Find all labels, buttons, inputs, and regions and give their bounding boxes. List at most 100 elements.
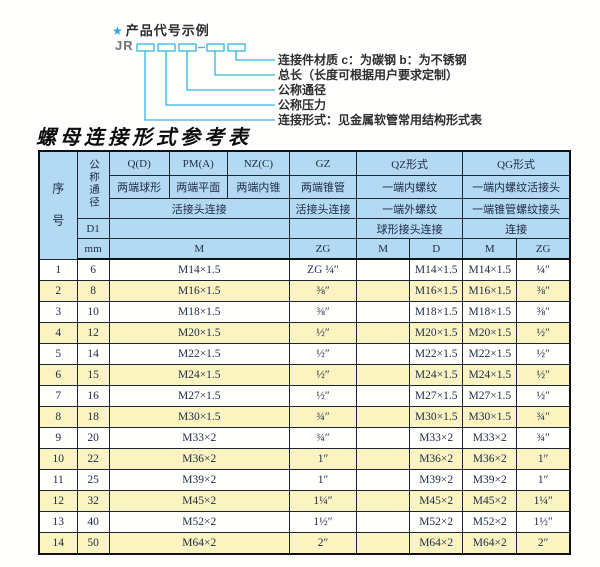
cell-m: M52×2 bbox=[108, 511, 290, 533]
table-row: 1 6 M14×1.5 ZG ¼″ M14×1.5 M14×1.5 ¼″ bbox=[38, 258, 571, 281]
header-d-qz: D bbox=[409, 238, 464, 260]
cell-qg-zg: 1¼″ bbox=[516, 490, 571, 512]
cell-gz-zg: 2″ bbox=[288, 532, 358, 555]
cell-qg-m: M16×1.5 bbox=[462, 280, 518, 302]
cell-m: M36×2 bbox=[108, 448, 290, 470]
header-sub-q: 两端球形 bbox=[108, 175, 170, 199]
cell-seq: 9 bbox=[38, 427, 78, 449]
cell-m: M14×1.5 bbox=[108, 258, 290, 281]
header-row-4: D1 球形接头连接 连接 bbox=[39, 218, 571, 239]
cell-qg-zg: 2″ bbox=[516, 532, 571, 555]
header-col-pm: PM(A) bbox=[168, 150, 228, 176]
table-head: 序号 公称通径 Q(D) PM(A) NZ(C) GZ QZ形式 QG形式 两端… bbox=[38, 150, 571, 260]
cell-gz-zg: ½″ bbox=[288, 343, 358, 365]
header-row-5: mm M ZG M D M ZG bbox=[39, 238, 571, 260]
star-icon: ★ bbox=[112, 24, 124, 38]
header-zg-gz: ZG bbox=[288, 238, 358, 260]
cell-qz-d: M18×1.5 bbox=[409, 301, 464, 323]
header-m-main: M bbox=[108, 238, 290, 260]
cell-dn: 12 bbox=[76, 322, 110, 344]
cell-qg-m: M20×1.5 bbox=[462, 322, 518, 344]
cell-qg-zg: ⅜″ bbox=[516, 280, 571, 302]
header-sub2-qz: 一端外螺纹 bbox=[356, 198, 464, 219]
cell-m: M16×1.5 bbox=[108, 280, 290, 302]
cell-seq: 14 bbox=[38, 532, 78, 555]
cell-dn: 14 bbox=[76, 343, 110, 365]
connector-line-length bbox=[214, 51, 275, 76]
cell-dn: 15 bbox=[76, 364, 110, 386]
cell-qz-d: M16×1.5 bbox=[409, 280, 464, 302]
cell-seq: 13 bbox=[38, 511, 78, 533]
cell-gz-zg: ¾″ bbox=[288, 406, 358, 428]
code-box-4 bbox=[206, 43, 225, 52]
cell-qg-m: M45×2 bbox=[462, 490, 518, 512]
table-row: 7 16 M27×1.5 ½″ M27×1.5 M27×1.5 ½″ bbox=[38, 385, 571, 407]
cell-seq: 6 bbox=[38, 364, 78, 386]
cell-gz-zg: ZG ¼″ bbox=[288, 258, 358, 281]
cell-qg-zg: ½″ bbox=[516, 322, 571, 344]
header-empty-gz bbox=[288, 218, 358, 239]
cell-dn: 22 bbox=[76, 448, 110, 470]
cell-m: M64×2 bbox=[108, 532, 290, 555]
cell-gz-zg: 1¼″ bbox=[288, 490, 358, 512]
cell-dn: 50 bbox=[76, 532, 110, 555]
table-row: 8 18 M30×1.5 ¾″ M30×1.5 M30×1.5 ¾″ bbox=[38, 406, 571, 428]
cell-qg-m: M18×1.5 bbox=[462, 301, 518, 323]
header-zg-qg: ZG bbox=[516, 238, 571, 260]
cell-qz-d: M39×2 bbox=[409, 469, 464, 491]
label-nominal-pressure: 公称压力 bbox=[278, 98, 327, 112]
cell-qz-m bbox=[356, 280, 411, 302]
cell-qg-m: M39×2 bbox=[462, 469, 518, 491]
cell-qg-m: M36×2 bbox=[462, 448, 518, 470]
code-box-3 bbox=[178, 43, 197, 52]
header-col-qz: QZ形式 bbox=[356, 150, 464, 176]
cell-qg-m: M33×2 bbox=[462, 427, 518, 449]
cell-qg-zg: ½″ bbox=[516, 385, 571, 407]
label-total-length: 总长（长度可根据用户要求定制） bbox=[278, 68, 459, 82]
header-empty-left bbox=[108, 218, 290, 239]
cell-dn: 10 bbox=[76, 301, 110, 323]
cell-gz-zg: ⅜″ bbox=[288, 280, 358, 302]
table-row: 13 40 M52×2 1½″ M52×2 M52×2 1½″ bbox=[38, 511, 571, 533]
cell-gz-zg: ⅜″ bbox=[288, 301, 358, 323]
cell-qg-m: M52×2 bbox=[462, 511, 518, 533]
cell-gz-zg: ½″ bbox=[288, 385, 358, 407]
cell-qz-d: M14×1.5 bbox=[409, 258, 464, 281]
cell-qz-d: M24×1.5 bbox=[409, 364, 464, 386]
header-join-left: 活接头连接 bbox=[108, 198, 290, 219]
cell-qg-m: M24×1.5 bbox=[462, 364, 518, 386]
table-row: 2 8 M16×1.5 ⅜″ M16×1.5 M16×1.5 ⅜″ bbox=[38, 280, 571, 302]
cell-seq: 11 bbox=[38, 469, 78, 491]
header-m-qg: M bbox=[462, 238, 518, 260]
header-dn: 公称通径 bbox=[76, 150, 110, 219]
cell-dn: 8 bbox=[76, 280, 110, 302]
cell-seq: 4 bbox=[38, 322, 78, 344]
code-box-1 bbox=[136, 43, 155, 52]
connector-line-material bbox=[235, 51, 275, 61]
header-row-1: 序号 公称通径 Q(D) PM(A) NZ(C) GZ QZ形式 QG形式 bbox=[38, 150, 571, 260]
cell-qz-m bbox=[356, 385, 411, 407]
cell-m: M33×2 bbox=[108, 427, 290, 449]
header-d1: D1 bbox=[76, 218, 110, 239]
cell-qz-m bbox=[356, 490, 411, 512]
table-row: 6 15 M24×1.5 ½″ M24×1.5 M24×1.5 ½″ bbox=[38, 364, 571, 386]
cell-qz-m bbox=[356, 301, 411, 323]
cell-m: M30×1.5 bbox=[108, 406, 290, 428]
cell-seq: 1 bbox=[38, 258, 78, 281]
cell-qz-m bbox=[356, 406, 411, 428]
cell-qz-d: M36×2 bbox=[409, 448, 464, 470]
cell-qz-d: M27×1.5 bbox=[409, 385, 464, 407]
cell-gz-zg: ½″ bbox=[288, 322, 358, 344]
table-row: 11 25 M39×2 1″ M39×2 M39×2 1″ bbox=[38, 469, 571, 491]
product-code-example-title: ★ 产品代号示例 bbox=[112, 20, 210, 39]
header-sub-nz: 两端内锥 bbox=[226, 175, 290, 199]
header-col-qg: QG形式 bbox=[462, 150, 571, 176]
header-sub-qz: 一端内螺纹 bbox=[356, 175, 464, 199]
table-row: 10 22 M36×2 1″ M36×2 M36×2 1″ bbox=[38, 448, 571, 470]
cell-qg-zg: 1″ bbox=[516, 469, 571, 491]
cell-qg-m: M27×1.5 bbox=[462, 385, 518, 407]
cell-qz-d: M30×1.5 bbox=[409, 406, 464, 428]
code-diagram-lines bbox=[136, 43, 275, 121]
cell-qz-m bbox=[356, 448, 411, 470]
